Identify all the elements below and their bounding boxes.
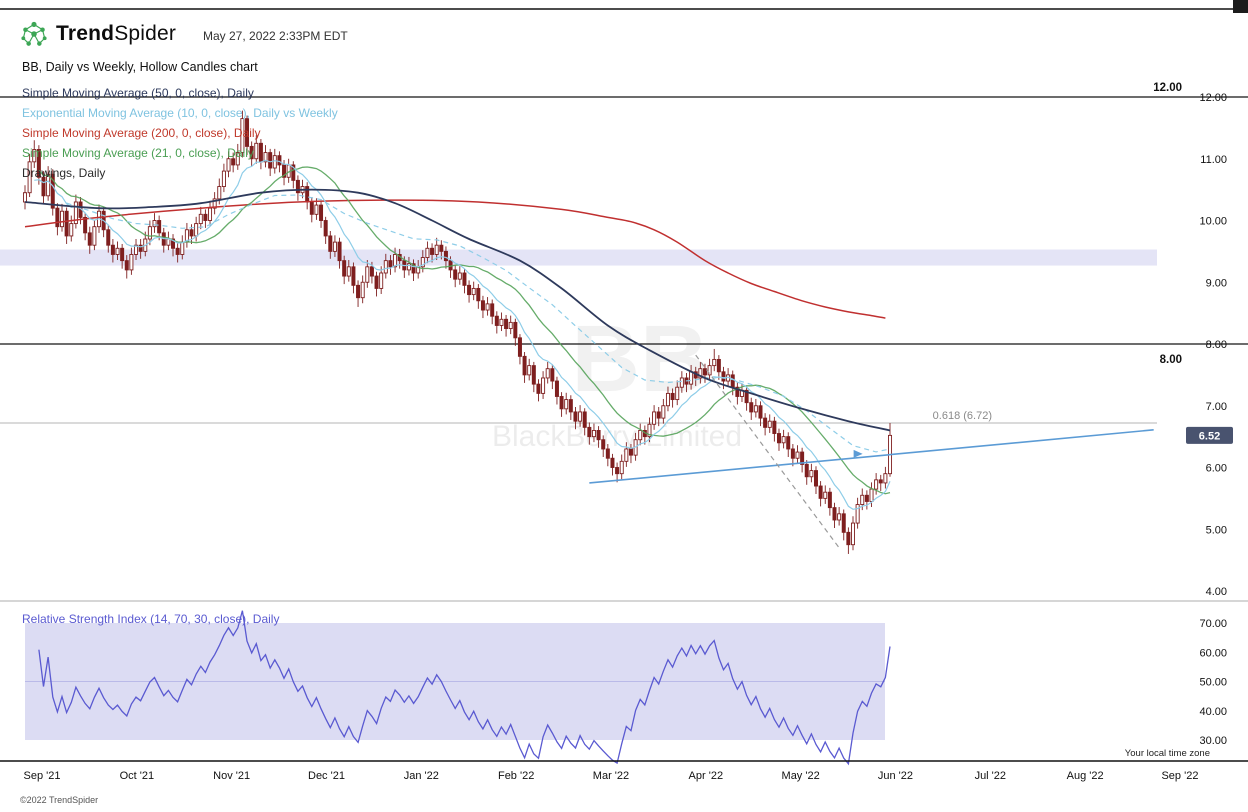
svg-text:Apr '22: Apr '22 [689,770,724,782]
indicator-label-sma50[interactable]: Simple Moving Average (50, 0, close), Da… [22,86,254,100]
svg-text:Mar '22: Mar '22 [593,770,629,782]
svg-text:40.00: 40.00 [1199,706,1227,718]
svg-text:70.00: 70.00 [1199,618,1227,630]
last-price-tag: 6.52 [1186,426,1233,444]
moving-averages-layer [24,159,891,510]
ema10-daily-line [34,159,891,510]
rsi-layer [38,610,891,766]
drawing-labels: 12.00 8.00 0.618 (6.72) [933,82,1182,422]
svg-text:Sep '22: Sep '22 [1161,770,1198,782]
svg-text:Dec '21: Dec '21 [308,770,345,782]
indicator-label-sma200[interactable]: Simple Moving Average (200, 0, close), D… [22,126,261,140]
svg-text:Sep '21: Sep '21 [24,770,61,782]
rsi-line [38,610,891,766]
chart-title[interactable]: BB, Daily vs Weekly, Hollow Candles char… [22,60,258,74]
svg-text:4.00: 4.00 [1206,586,1227,598]
svg-text:10.00: 10.00 [1199,216,1227,228]
background-bands [0,249,1157,740]
watermark-company-name: BlackBerry Limited [491,420,743,453]
chart-timestamp: May 27, 2022 2:33PM EDT [203,29,348,43]
svg-text:12.00: 12.00 [1199,92,1227,104]
rsi-panel-label[interactable]: Relative Strength Index (14, 70, 30, clo… [22,612,280,626]
svg-text:Oct '21: Oct '21 [120,770,155,782]
sma200-line [24,199,886,319]
svg-text:11.00: 11.00 [1200,154,1227,166]
price-highlight-band [0,249,1157,266]
svg-text:Jul '22: Jul '22 [975,770,1006,782]
trendline-arrow-marker [853,449,863,458]
drawings-layer[interactable] [589,354,1154,549]
brand-bold: Trend [56,22,115,45]
svg-text:Feb '22: Feb '22 [498,770,534,782]
price-axis[interactable]: 12.00 11.00 10.00 9.00 8.00 7.00 6.00 5.00 4.00 [1199,92,1227,598]
corner-decoration [1233,0,1248,13]
ema10-weekly-line [66,194,891,453]
trendspider-logo-icon[interactable] [18,18,50,50]
svg-text:30.00: 30.00 [1199,735,1227,747]
svg-text:50.00: 50.00 [1199,677,1227,689]
frame-lines [0,8,1248,762]
brand-wordmark[interactable]: TrendSpider [56,22,176,46]
svg-text:6.52: 6.52 [1199,430,1220,442]
svg-text:Jan '22: Jan '22 [404,770,439,782]
watermark-ticker: BB [571,306,709,412]
indicator-label-ema10[interactable]: Exponential Moving Average (10, 0, close… [22,106,338,120]
indicator-label-drawings[interactable]: Drawings, Daily [22,166,106,180]
blue-trendline [589,429,1154,484]
svg-text:6.00: 6.00 [1206,463,1227,475]
time-axis[interactable]: Sep '21 Oct '21 Nov '21 Dec '21 Jan '22 Feb '… [24,770,1199,782]
svg-text:7.00: 7.00 [1206,401,1227,413]
svg-text:9.00: 9.00 [1206,277,1227,289]
gray-dashed-trendline [695,354,840,549]
svg-text:Nov '21: Nov '21 [213,770,250,782]
svg-text:May '22: May '22 [782,770,820,782]
svg-text:12.00: 12.00 [1153,82,1182,94]
rsi-axis[interactable]: 70.00 60.00 50.00 40.00 30.00 [1199,618,1227,747]
svg-text:Aug '22: Aug '22 [1067,770,1104,782]
timezone-note[interactable]: Your local time zone [1124,748,1210,759]
svg-text:8.00: 8.00 [1206,339,1227,351]
sma50-line [24,188,891,432]
svg-text:8.00: 8.00 [1160,354,1182,366]
brand-light: Spider [114,22,177,45]
candles-layer [23,110,893,554]
copyright-note: ©2022 TrendSpider [20,795,99,805]
svg-text:5.00: 5.00 [1206,524,1227,536]
svg-text:60.00: 60.00 [1199,647,1227,659]
indicator-label-sma21[interactable]: Simple Moving Average (21, 0, close), Da… [22,146,254,160]
horizontal-lines [0,96,1248,424]
svg-text:0.618 (6.72): 0.618 (6.72) [933,410,992,422]
svg-text:Jun '22: Jun '22 [878,770,913,782]
